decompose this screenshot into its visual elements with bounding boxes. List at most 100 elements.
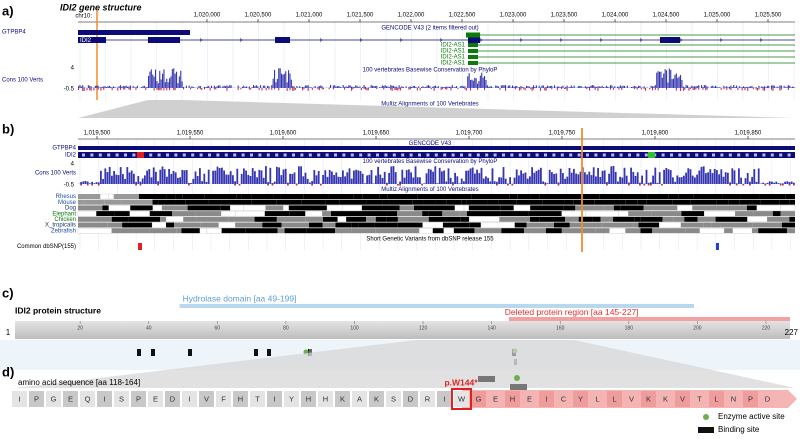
alignment-block — [609, 228, 626, 234]
residue-box — [556, 391, 571, 407]
range-label: 1 — [6, 328, 11, 337]
conservation-bar — [743, 86, 745, 88]
alignment-block — [323, 216, 338, 222]
codon-mark — [300, 153, 304, 157]
conservation-bar — [583, 87, 585, 88]
conservation-bar — [764, 88, 766, 91]
conservation-bar — [454, 172, 456, 184]
conservation-bar — [658, 172, 661, 184]
conservation-bar — [260, 85, 262, 88]
conservation-bar — [249, 175, 252, 184]
antisense-exon — [466, 32, 480, 38]
tick-label: 100 — [350, 325, 359, 331]
alignment-block — [386, 216, 398, 222]
alignment-block — [78, 205, 103, 211]
alignment-block — [389, 199, 413, 205]
alignment-block — [466, 211, 501, 217]
conservation-bar — [358, 87, 360, 88]
conservation-bar — [775, 181, 778, 184]
tick-label: 180 — [625, 325, 634, 331]
conservation-bar — [684, 88, 686, 90]
conservation-bar — [248, 88, 250, 90]
conservation-bar — [331, 171, 333, 184]
conservation-bar — [579, 85, 581, 88]
conservation-bar — [467, 170, 470, 184]
alignment-block — [419, 228, 433, 234]
conservation-bar — [705, 173, 707, 184]
conservation-bar — [363, 85, 365, 88]
conservation-bar — [559, 87, 561, 88]
conservation-bar — [278, 167, 280, 184]
conservation-bar — [692, 86, 694, 88]
conservation-bar — [726, 86, 728, 88]
conservation-bar — [218, 168, 221, 184]
conservation-bar — [706, 86, 708, 88]
strand-arrow — [439, 38, 443, 42]
conservation-bar — [390, 88, 392, 90]
alignment-block — [711, 222, 721, 228]
conservation-bar — [177, 83, 179, 88]
conservation-bar — [246, 86, 248, 88]
alignment-block — [413, 205, 434, 211]
conservation-bar — [181, 81, 183, 88]
conservation-bar — [100, 88, 102, 91]
conservation-bar — [381, 178, 384, 184]
track-label: Cons 100 Verts — [35, 171, 76, 177]
conservation-bar — [403, 177, 406, 184]
alignment-block — [328, 194, 354, 199]
conservation-bar — [241, 86, 243, 88]
conservation-bar — [94, 85, 96, 88]
residue-box — [80, 391, 95, 407]
conservation-bar — [124, 88, 126, 90]
alignment-block — [573, 199, 595, 205]
conservation-bar — [632, 171, 635, 184]
conservation-bar — [505, 88, 507, 91]
gene-exon — [78, 30, 190, 35]
residue-box — [199, 391, 214, 407]
conservation-bar — [573, 85, 575, 88]
conservation-bar — [768, 85, 770, 88]
residue-box — [335, 391, 350, 407]
alignment-block — [779, 199, 790, 205]
conservation-bar — [436, 183, 439, 184]
conservation-bar — [225, 174, 228, 184]
conservation-bar — [673, 78, 675, 88]
conservation-bar — [744, 88, 746, 91]
conservation-bar — [720, 88, 722, 90]
conservation-bar — [535, 170, 538, 184]
conservation-bar — [584, 86, 586, 88]
alignment-block — [640, 216, 663, 222]
conservation-bar — [773, 182, 775, 184]
strand-arrow — [639, 38, 643, 42]
conservation-bar — [533, 172, 536, 184]
conservation-bar — [332, 85, 334, 88]
conservation-bar — [168, 168, 170, 184]
conservation-bar — [124, 178, 126, 184]
conservation-bar — [311, 88, 313, 90]
conservation-bar — [608, 173, 610, 184]
conservation-bar — [82, 181, 85, 184]
conservation-bar — [766, 85, 768, 88]
conservation-bar — [162, 73, 164, 88]
conservation-bar — [780, 88, 782, 90]
conservation-bar — [437, 86, 439, 88]
alignment-block — [582, 194, 600, 199]
conservation-bar — [87, 85, 89, 88]
panel-title: IDI2 gene structure — [60, 2, 142, 12]
residue: E — [527, 394, 532, 403]
conservation-bar — [707, 172, 709, 184]
conservation-bar — [148, 75, 150, 88]
conservation-bar — [764, 86, 766, 88]
conservation-bar — [577, 174, 580, 184]
alignment-block — [397, 222, 423, 228]
ruler-label: 1,019,550 — [177, 131, 204, 137]
conservation-bar — [692, 88, 694, 90]
residue: W — [458, 394, 466, 403]
conservation-bar — [282, 74, 284, 88]
conservation-bar — [388, 87, 390, 88]
conservation-bar — [205, 87, 207, 88]
conservation-bar — [475, 78, 477, 88]
conservation-bar — [214, 170, 217, 184]
conservation-bar — [470, 88, 472, 91]
conservation-bar — [569, 86, 571, 88]
